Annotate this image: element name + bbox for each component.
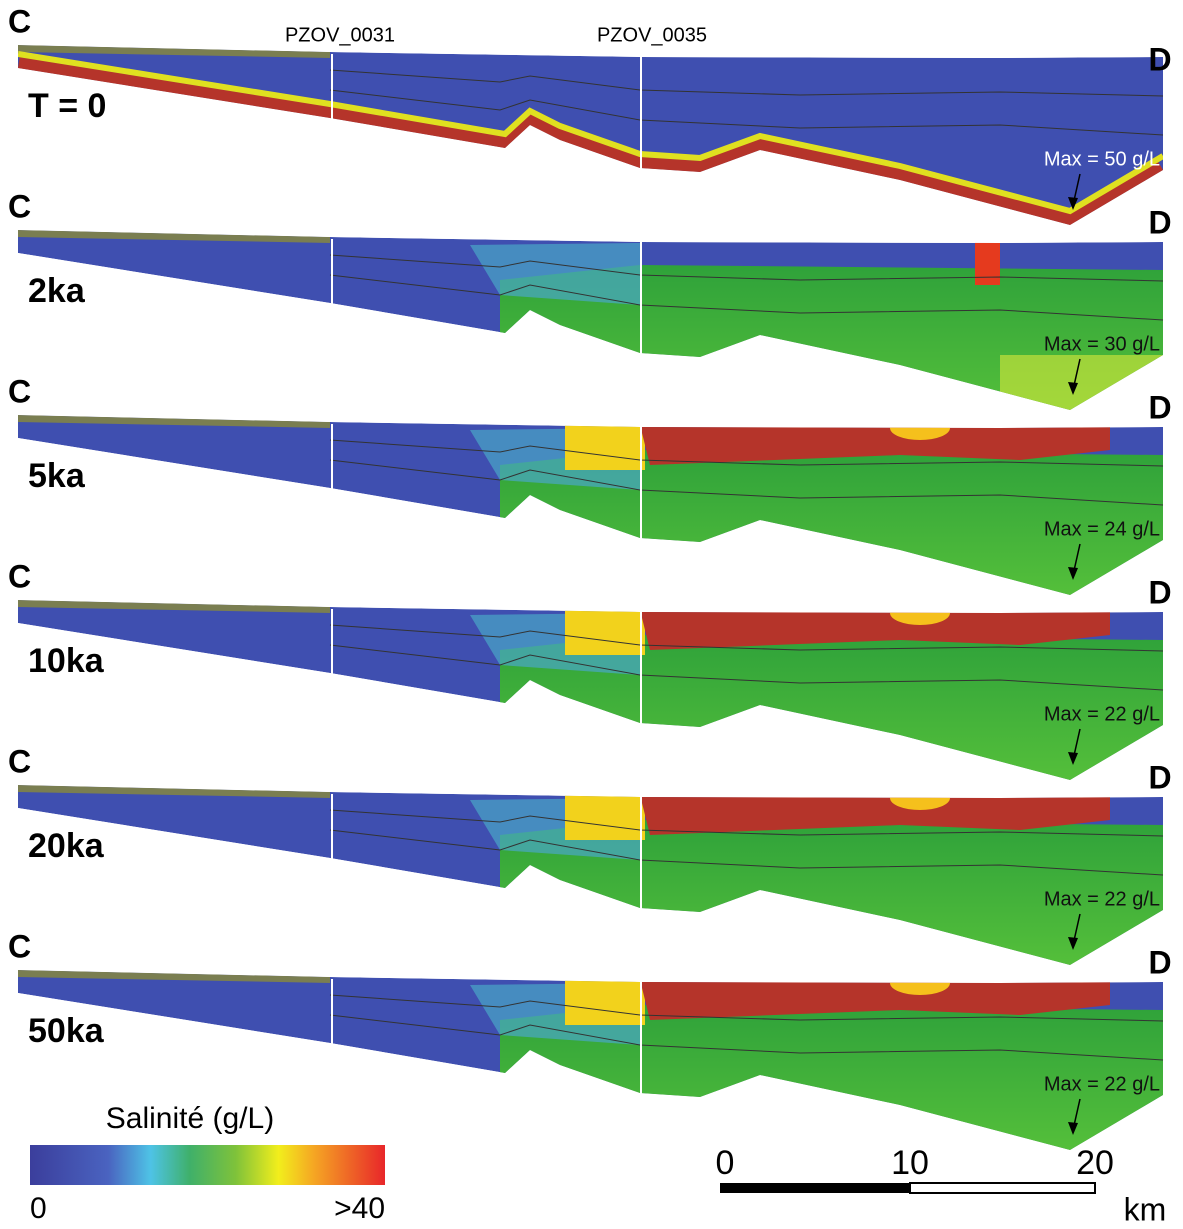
saline-plume <box>975 240 1000 285</box>
section-panel: C D 2ka Max = 30 g/L <box>8 188 1172 410</box>
max-arrowhead <box>1068 567 1078 580</box>
section <box>18 600 1163 780</box>
time-label: T = 0 <box>28 87 106 125</box>
saline-glow <box>565 795 645 840</box>
max-label: Max = 30 g/L <box>1044 333 1160 355</box>
section-start: C <box>8 928 31 964</box>
max-label: Max = 24 g/L <box>1044 518 1160 540</box>
section-start: C <box>8 558 31 594</box>
well-label: PZOV_0031 <box>285 24 395 46</box>
scale-unit: km <box>1124 1191 1167 1227</box>
surface-layer <box>18 415 330 428</box>
saline-zone <box>640 795 1110 835</box>
max-label: Max = 22 g/L <box>1044 888 1160 910</box>
saline-hotspot <box>890 601 950 625</box>
scale-bar: 0 10 20 km <box>716 1144 1167 1227</box>
scale-black <box>720 1183 910 1193</box>
max-arrowhead <box>1068 937 1078 950</box>
max-label: Max = 22 g/L <box>1044 1073 1160 1095</box>
scale-label: 10 <box>891 1144 929 1182</box>
section-end: D <box>1148 389 1171 425</box>
surface-layer <box>18 45 330 58</box>
legend: Salinité (g/L) 0 >40 <box>30 1102 385 1225</box>
scale-label: 20 <box>1076 1144 1114 1182</box>
section-end: D <box>1148 574 1171 610</box>
max-arrowhead <box>1068 752 1078 765</box>
max-arrowhead <box>1068 382 1078 395</box>
section <box>18 785 1163 965</box>
saline-glow <box>565 980 645 1025</box>
saline-zone <box>640 425 1110 465</box>
section-start: C <box>8 188 31 224</box>
time-label: 2ka <box>28 272 86 310</box>
saline-zone <box>1000 355 1163 410</box>
section-end: D <box>1148 41 1171 77</box>
legend-min: 0 <box>30 1192 47 1225</box>
scale-white <box>909 1182 1096 1194</box>
surface-layer <box>18 970 330 983</box>
surface-layer <box>18 785 330 798</box>
section <box>18 230 1163 410</box>
well-label: PZOV_0035 <box>597 24 707 46</box>
section-panel: C D 20ka Max = 22 g/L <box>8 743 1172 965</box>
surface-layer <box>18 600 330 613</box>
section-start: C <box>8 3 31 39</box>
legend-title: Salinité (g/L) <box>106 1102 274 1135</box>
color-bar <box>30 1145 385 1185</box>
legend-max: >40 <box>334 1192 385 1225</box>
section-start: C <box>8 743 31 779</box>
time-label: 20ka <box>28 827 105 865</box>
saline-glow <box>565 610 645 655</box>
time-label: 10ka <box>28 642 105 680</box>
scale-label: 0 <box>716 1144 735 1182</box>
section-panel: C D 5ka Max = 24 g/L <box>8 373 1172 595</box>
saline-zone <box>640 610 1110 650</box>
saline-hotspot <box>890 786 950 810</box>
saline-hotspot <box>890 416 950 440</box>
panels: PZOV_0031 PZOV_0035 C D T = 0 Max = 50 g/L C D 2… <box>8 3 1172 1150</box>
saline-hotspot <box>890 971 950 995</box>
time-label: 50ka <box>28 1012 105 1050</box>
section-end: D <box>1148 759 1171 795</box>
max-label: Max = 22 g/L <box>1044 703 1160 725</box>
transition <box>470 243 640 305</box>
section-end: D <box>1148 944 1171 980</box>
saline-zone <box>640 980 1110 1020</box>
max-arrowhead <box>1068 1122 1078 1135</box>
time-label: 5ka <box>28 457 86 495</box>
max-label: Max = 50 g/L <box>1044 148 1160 170</box>
section <box>18 415 1163 595</box>
max-arrowhead <box>1068 197 1078 210</box>
section <box>18 970 1163 1150</box>
section-panel: C D T = 0 Max = 50 g/L <box>8 3 1172 225</box>
section-end: D <box>1148 204 1171 240</box>
surface-layer <box>18 230 330 243</box>
section-panel: C D 10ka Max = 22 g/L <box>8 558 1172 780</box>
saline-glow <box>565 425 645 470</box>
section-start: C <box>8 373 31 409</box>
section <box>18 45 1163 225</box>
